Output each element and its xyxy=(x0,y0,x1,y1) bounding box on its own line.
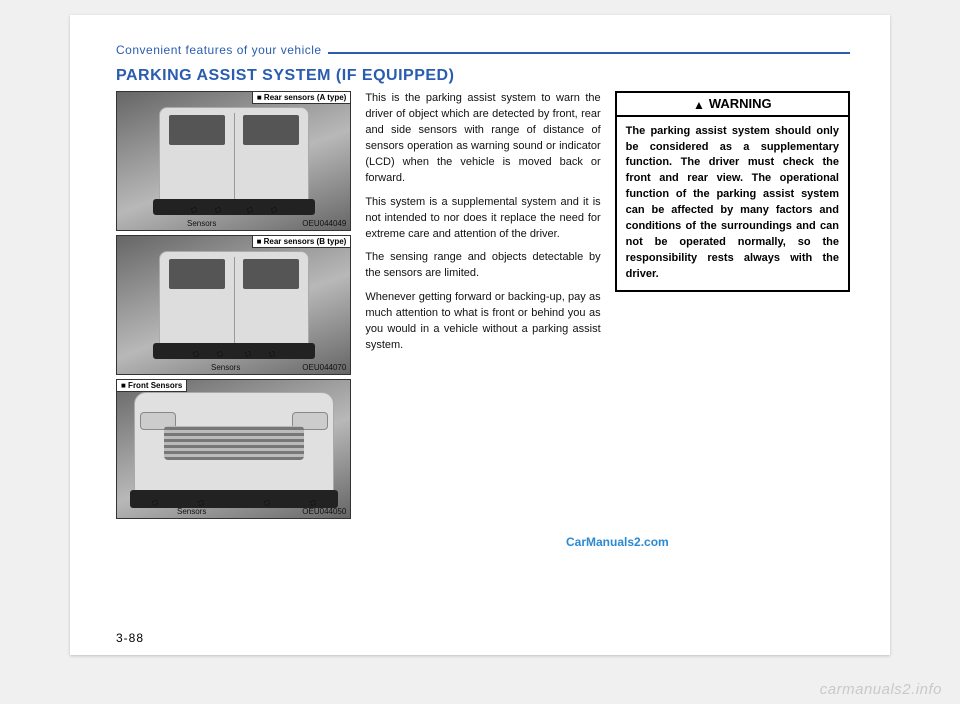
body-column: This is the parking assist system to war… xyxy=(365,91,600,523)
figure-label: ■ Rear sensors (B type) xyxy=(252,235,352,248)
figure-code: OEU044050 xyxy=(302,507,346,516)
content-columns: ■ Rear sensors (A type) Sensors OEU04404… xyxy=(116,91,850,523)
sensors-label: Sensors xyxy=(211,363,240,372)
section-title: PARKING ASSIST SYSTEM (IF EQUIPPED) xyxy=(116,67,850,85)
warning-title: WARNING xyxy=(709,96,772,111)
body-paragraph: This is the parking assist system to war… xyxy=(365,91,600,187)
watermark-brand: CarManuals2.com xyxy=(566,535,669,549)
figure-rear-a: ■ Rear sensors (A type) Sensors OEU04404… xyxy=(116,91,351,231)
body-paragraph: This system is a supplemental system and… xyxy=(365,195,600,243)
chapter-title: Convenient features of your vehicle xyxy=(116,43,328,57)
chapter-header: Convenient features of your vehicle xyxy=(116,43,850,57)
warning-heading: ▲ WARNING xyxy=(617,93,848,117)
figure-code: OEU044049 xyxy=(302,219,346,228)
figures-column: ■ Rear sensors (A type) Sensors OEU04404… xyxy=(116,91,351,523)
figure-rear-b: ■ Rear sensors (B type) Sensors OEU04407… xyxy=(116,235,351,375)
sensors-label: Sensors xyxy=(187,219,216,228)
sensors-label: Sensors xyxy=(177,507,206,516)
figure-code: OEU044070 xyxy=(302,363,346,372)
body-paragraph: The sensing range and objects detectable… xyxy=(365,250,600,282)
watermark-site: carmanuals2.info xyxy=(820,681,942,698)
page-number: 3-88 xyxy=(116,631,144,645)
warning-body: The parking assist system should only be… xyxy=(617,117,848,290)
warning-box: ▲ WARNING The parking assist system shoul… xyxy=(615,91,850,292)
header-rule xyxy=(328,52,850,54)
figure-label: ■ Rear sensors (A type) xyxy=(252,91,351,104)
manual-page: Convenient features of your vehicle PARK… xyxy=(70,15,890,655)
warning-icon: ▲ xyxy=(693,98,705,112)
van-rear-illustration xyxy=(159,107,309,207)
van-front-illustration xyxy=(134,392,334,502)
body-paragraph: Whenever getting forward or backing-up, … xyxy=(365,290,600,354)
warning-column: ▲ WARNING The parking assist system shoul… xyxy=(615,91,850,523)
figure-label: ■ Front Sensors xyxy=(116,379,187,392)
van-rear-illustration xyxy=(159,251,309,351)
figure-front: ■ Front Sensors Sensors OEU044050 xyxy=(116,379,351,519)
